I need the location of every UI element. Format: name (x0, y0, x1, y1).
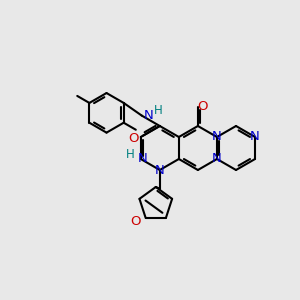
Text: O: O (198, 100, 208, 112)
Text: N: N (144, 109, 153, 122)
Text: H: H (154, 104, 162, 117)
Text: N: N (138, 152, 148, 166)
Text: N: N (212, 130, 222, 143)
Text: N: N (250, 130, 260, 143)
Text: O: O (128, 132, 139, 146)
Text: N: N (155, 164, 165, 176)
Text: H: H (126, 148, 135, 161)
Text: N: N (212, 152, 222, 166)
Text: O: O (130, 214, 141, 227)
